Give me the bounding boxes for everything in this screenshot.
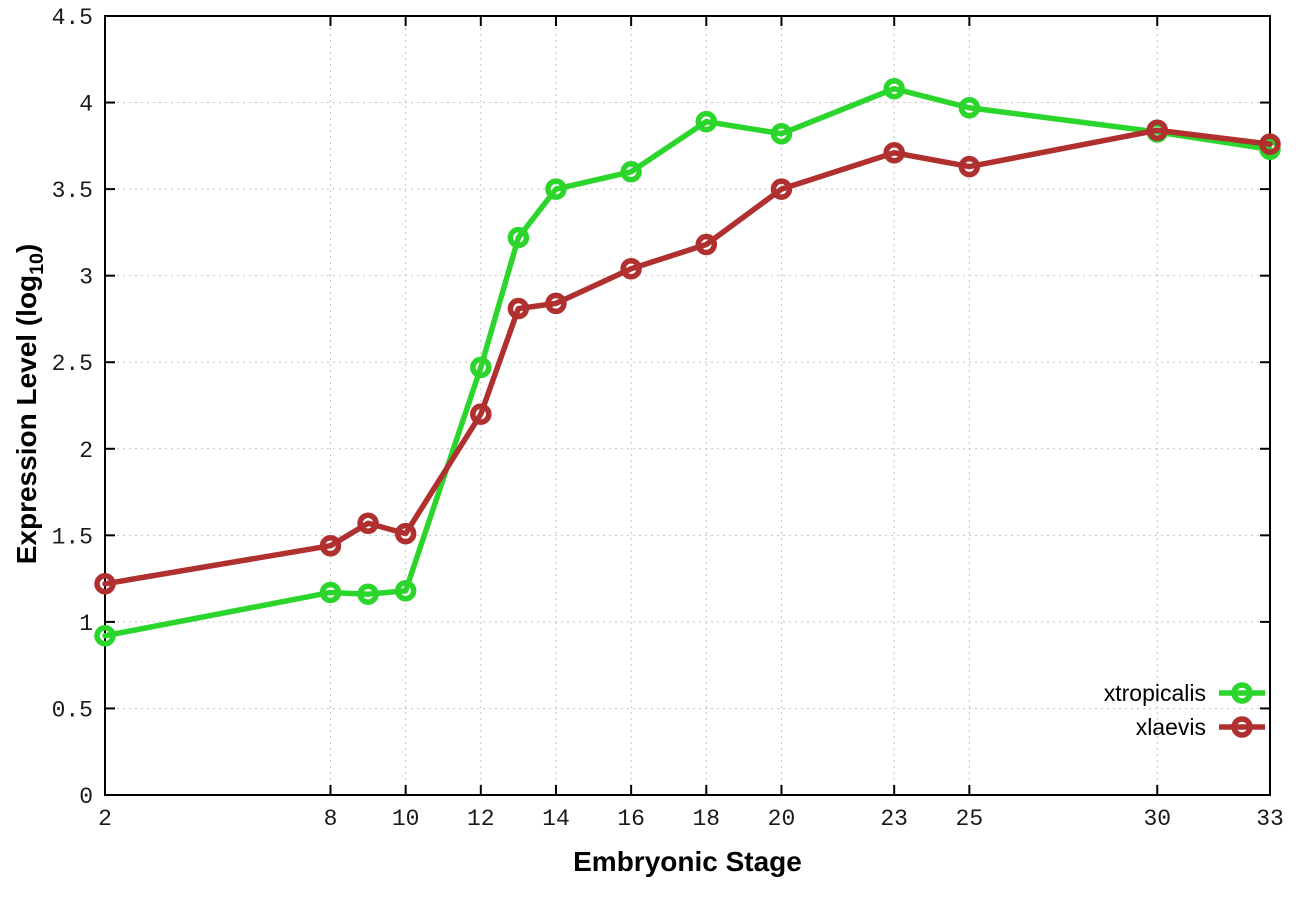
data-point-xlaevis <box>958 155 981 178</box>
y-tick-label: 0 <box>79 784 93 810</box>
x-tick-label: 18 <box>692 806 720 832</box>
data-point-xlaevis <box>319 534 342 557</box>
y-axis-title-subscript: 10 <box>25 253 48 275</box>
x-tick-label: 25 <box>956 806 984 832</box>
data-point-xlaevis <box>94 573 116 595</box>
data-point-xlaevis <box>470 403 492 425</box>
x-tick-label: 14 <box>542 806 570 832</box>
legend-label: xtropicalis <box>1103 680 1206 706</box>
x-tick-label: 12 <box>467 806 495 832</box>
data-point-xtropicalis <box>94 624 116 647</box>
x-tick-label: 23 <box>880 806 908 832</box>
y-axis-title-close: ) <box>11 243 43 254</box>
y-axis-title: Expression Level (log10) <box>11 244 49 565</box>
data-point-xlaevis <box>883 142 905 164</box>
data-point-xlaevis <box>545 292 567 315</box>
data-point-xlaevis <box>620 257 642 280</box>
data-point-xtropicalis <box>357 583 379 605</box>
x-tick-label: 10 <box>392 806 420 832</box>
x-tick-label: 33 <box>1256 806 1284 832</box>
legend-line-sample-icon <box>1219 682 1265 704</box>
data-point-xlaevis <box>695 233 718 256</box>
x-tick-label: 8 <box>324 806 338 832</box>
data-point-xtropicalis <box>770 122 793 145</box>
y-tick-label: 3.5 <box>52 178 93 204</box>
data-point-xtropicalis <box>883 77 905 100</box>
legend-line-sample-icon <box>1219 716 1265 738</box>
y-tick-label: 4 <box>79 92 93 118</box>
y-tick-label: 4.5 <box>52 5 93 31</box>
x-tick-label: 16 <box>617 806 645 832</box>
data-point-xtropicalis <box>319 581 342 604</box>
y-tick-label: 2.5 <box>52 351 93 377</box>
data-point-xlaevis <box>357 512 379 534</box>
x-tick-label: 20 <box>768 806 796 832</box>
x-tick-label: 2 <box>98 806 112 832</box>
y-axis-title-text: Expression Level (log <box>11 274 43 565</box>
y-tick-label: 2 <box>79 438 93 464</box>
legend-entry-xlaevis: xlaevis <box>1136 714 1266 740</box>
y-tick-label: 0.5 <box>52 697 93 723</box>
y-tick-label: 3 <box>79 265 93 291</box>
data-point-xtropicalis <box>695 110 718 133</box>
x-tick-label: 30 <box>1143 806 1171 832</box>
data-point-xtropicalis <box>507 226 530 249</box>
data-point-xlaevis <box>1259 133 1281 155</box>
data-point-xtropicalis <box>958 96 981 119</box>
legend: xtropicalis xlaevis <box>1104 680 1266 740</box>
y-tick-label: 1.5 <box>52 524 93 550</box>
plot-border <box>104 15 1271 796</box>
y-tick-label: 1 <box>79 611 93 637</box>
x-axis-title: Embryonic Stage <box>573 846 802 877</box>
legend-entry-xtropicalis: xtropicalis <box>1104 680 1266 706</box>
data-point-xlaevis <box>1146 119 1169 142</box>
data-point-xtropicalis <box>545 178 567 200</box>
data-point-xlaevis <box>507 297 530 320</box>
series-line-xlaevis <box>102 127 1273 587</box>
data-point-xtropicalis <box>470 356 492 379</box>
data-point-xlaevis <box>394 522 417 545</box>
data-point-xlaevis <box>770 178 793 200</box>
data-point-xtropicalis <box>620 161 642 183</box>
legend-label: xlaevis <box>1135 714 1206 740</box>
data-point-xtropicalis <box>394 579 417 602</box>
